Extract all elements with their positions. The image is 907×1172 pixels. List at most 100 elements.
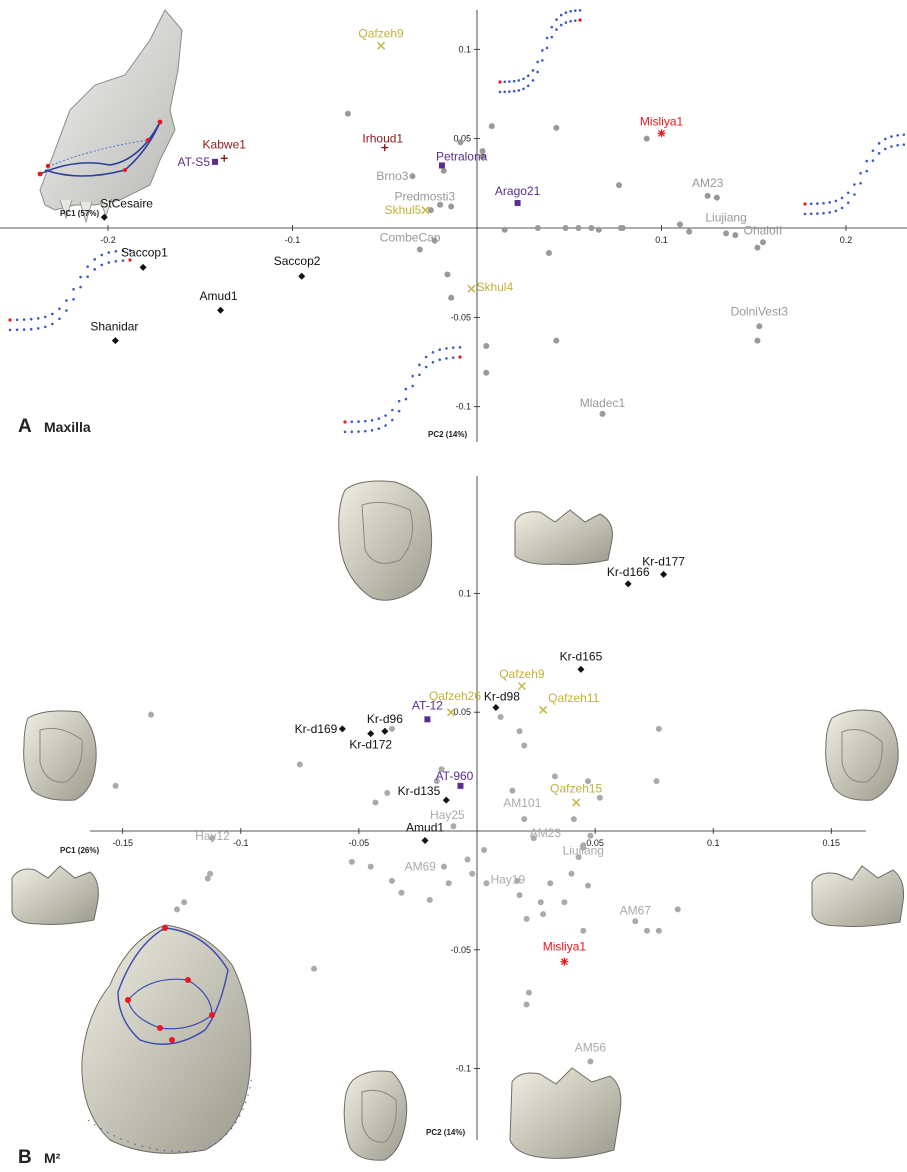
panel-a-title: Maxilla: [44, 419, 91, 435]
data-point: [674, 906, 681, 913]
warp-dot: [121, 259, 125, 262]
data-point: [464, 856, 471, 863]
warp-dot: [79, 285, 82, 289]
point-hay12-marker: [209, 835, 216, 842]
point-kr-d165-marker: [577, 665, 585, 673]
point-am23-label: AM23: [530, 826, 562, 840]
point-saccop1-marker: [139, 263, 147, 271]
point-ohaloii-label: OhaloII: [744, 223, 783, 237]
point-am23-marker: [704, 192, 711, 199]
warp-dot: [72, 298, 75, 301]
warp-top-end-dot: [498, 80, 502, 84]
point-am69-label: AM69: [405, 860, 437, 874]
tooth-renders: [11, 480, 904, 1161]
x-tick-label: 0.1: [707, 838, 720, 848]
warp-dot: [508, 80, 511, 83]
warp-dot: [411, 384, 414, 388]
warp-dot: [877, 152, 881, 155]
data-point: [551, 773, 558, 780]
data-point: [497, 713, 504, 720]
panel-a-letter: A: [18, 416, 32, 437]
warp-left-end-dot: [8, 318, 12, 322]
warp-dot: [569, 10, 572, 13]
point-qafzeh11-marker: [539, 705, 548, 714]
warp-dot: [100, 253, 104, 257]
data-point: [483, 342, 490, 349]
warp-dot: [503, 80, 507, 84]
warp-dot: [536, 60, 539, 64]
data-point: [547, 880, 554, 887]
warp-dot: [522, 77, 525, 81]
point-am23-marker: [530, 835, 537, 842]
warp-dot: [22, 328, 26, 331]
warp-dot: [526, 84, 530, 88]
point-irhoud1-marker: [381, 144, 389, 152]
warp-dot: [564, 21, 568, 24]
warp-dot: [36, 317, 40, 320]
data-point: [438, 766, 445, 773]
data-point: [713, 194, 720, 201]
data-point: [516, 892, 523, 899]
data-point: [562, 225, 569, 231]
data-point: [540, 911, 547, 918]
data-point: [534, 225, 541, 231]
warp-dot: [526, 74, 530, 78]
point-qafzeh9-label: Qafzeh9: [358, 27, 404, 41]
labeled-points-a: Qafzeh9 Misliya1 Irhoud1 Kabwe1 AT-S5 Petralo…: [90, 27, 788, 417]
data-point: [553, 124, 560, 131]
data-point: [561, 899, 568, 906]
warp-dot: [51, 312, 54, 316]
point-kr-d172-label: Kr-d172: [349, 738, 392, 752]
warp-dot: [834, 199, 838, 203]
data-point: [481, 847, 488, 854]
warp-dot: [508, 90, 511, 93]
data-point: [545, 250, 552, 257]
maxilla-3d-model: [37, 9, 183, 224]
data-point: [521, 742, 528, 749]
warp-dot: [451, 356, 455, 359]
warp-dot: [896, 143, 899, 147]
data-point: [426, 896, 433, 903]
point-mladec1-marker: [599, 410, 606, 417]
x-tick-label: -0.05: [349, 838, 370, 848]
warp-dot: [816, 212, 819, 215]
point-qafzeh15-label: Qafzeh15: [550, 781, 602, 795]
point-kr-d135-marker: [442, 796, 450, 804]
data-point: [754, 244, 761, 251]
y-tick-label: 0.05: [453, 134, 471, 144]
point-qafzeh9-marker: [517, 682, 526, 691]
axis-b-x-label: PC1 (26%): [60, 846, 99, 855]
point-kr-d166-label: Kr-d166: [607, 565, 650, 579]
point-kr-d165-label: Kr-d165: [560, 649, 603, 663]
warp-dot: [569, 20, 572, 23]
warp-dot: [343, 430, 347, 434]
warp-bottom-end-dot: [343, 420, 347, 424]
warp-dot: [564, 11, 568, 14]
point-dolnivest3-marker: [756, 323, 763, 330]
point-at-s5-marker: [212, 158, 219, 165]
warp-dot: [51, 322, 54, 326]
warp-dot: [865, 169, 869, 173]
data-point: [344, 110, 351, 117]
point-at-960-marker: [457, 782, 464, 789]
warp-dot: [114, 259, 118, 263]
data-point: [488, 123, 495, 130]
warp-dot: [58, 317, 61, 321]
data-point: [509, 787, 516, 794]
warp-dot: [890, 145, 893, 148]
y-tick-label: -0.05: [450, 945, 471, 955]
point-kr-d98-marker: [492, 703, 500, 711]
warp-dot: [36, 327, 40, 330]
data-point: [525, 989, 532, 996]
x-tick-label: -0.15: [112, 838, 133, 848]
warp-dot: [517, 79, 521, 82]
warp-dot: [573, 9, 577, 12]
point-arago21-marker: [514, 199, 521, 206]
warp-top-blue: [498, 19, 582, 94]
data-point: [619, 225, 626, 231]
point-qafzeh9-label: Qafzeh9: [499, 667, 545, 681]
warp-dot: [846, 191, 850, 195]
point-saccop1-label: Saccop1: [121, 245, 168, 259]
warp-dot: [883, 147, 887, 151]
data-point: [148, 711, 155, 718]
